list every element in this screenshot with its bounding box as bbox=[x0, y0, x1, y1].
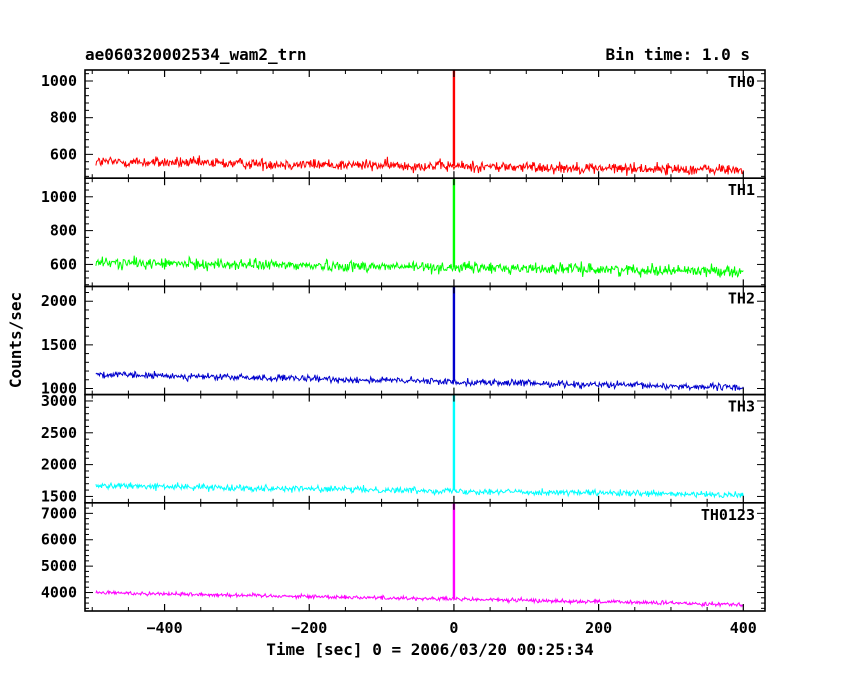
plot-title: ae060320002534_wam2_trn bbox=[85, 45, 307, 64]
series-line-th3 bbox=[95, 481, 744, 499]
x-tick-label: −400 bbox=[147, 619, 183, 637]
bin-time-label: Bin time: 1.0 s bbox=[605, 45, 751, 64]
panel-frame-th2 bbox=[84, 285, 766, 396]
y-tick-label: 2000 bbox=[41, 456, 77, 474]
y-axis-label: Counts/sec bbox=[6, 291, 26, 389]
panel-name-th1: TH1 bbox=[728, 181, 755, 199]
x-tick-label: 400 bbox=[730, 619, 757, 637]
x-tick-label: 200 bbox=[585, 619, 612, 637]
series-line-th0 bbox=[95, 155, 744, 177]
y-tick-label: 3000 bbox=[41, 392, 77, 410]
panel-name-th0123: TH0123 bbox=[701, 506, 755, 524]
panel-name-th3: TH3 bbox=[728, 398, 755, 416]
y-tick-label: 1000 bbox=[41, 188, 77, 206]
panel-frame-th1 bbox=[84, 177, 766, 288]
x-tick-label: −200 bbox=[291, 619, 327, 637]
y-tick-label: 2000 bbox=[41, 292, 77, 310]
y-tick-label: 1000 bbox=[41, 379, 77, 397]
y-tick-label: 6000 bbox=[41, 531, 77, 549]
panel-name-th0: TH0 bbox=[728, 73, 755, 91]
x-axis-label: Time [sec] 0 = 2006/03/20 00:25:34 bbox=[266, 640, 594, 659]
y-tick-label: 7000 bbox=[41, 504, 77, 522]
y-tick-label: 1500 bbox=[41, 336, 77, 354]
panel-name-th2: TH2 bbox=[728, 289, 755, 307]
y-tick-label: 800 bbox=[50, 109, 77, 127]
y-tick-label: 5000 bbox=[41, 557, 77, 575]
y-tick-label: 600 bbox=[50, 255, 77, 273]
y-tick-label: 1500 bbox=[41, 487, 77, 505]
panel-frame-th0123 bbox=[84, 501, 766, 612]
series-line-th0123 bbox=[95, 589, 744, 609]
series-line-th2 bbox=[95, 370, 744, 392]
y-tick-label: 4000 bbox=[41, 584, 77, 602]
series-line-th1 bbox=[95, 255, 744, 278]
y-tick-label: 2500 bbox=[41, 424, 77, 442]
x-tick-label: 0 bbox=[449, 619, 458, 637]
y-tick-label: 1000 bbox=[41, 72, 77, 90]
y-tick-label: 800 bbox=[50, 222, 77, 240]
y-tick-label: 600 bbox=[50, 145, 77, 163]
